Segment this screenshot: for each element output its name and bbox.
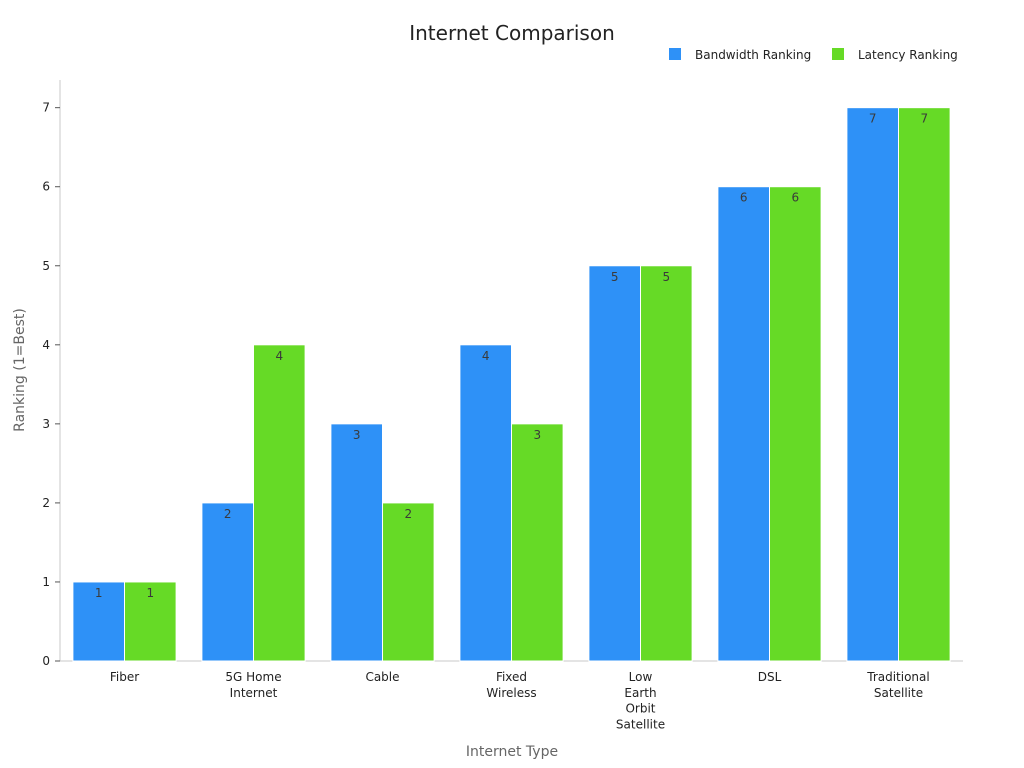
x-tick-label: Traditional Satellite [866,670,929,700]
chart-title: Internet Comparison [409,21,615,45]
y-axis-title: Ranking (1=Best) [12,308,28,432]
bar-value-label: 3 [533,428,541,442]
bar [201,502,254,662]
bar [898,107,951,662]
bar-value-label: 5 [611,270,619,284]
bar [588,265,642,662]
legend-swatch [832,48,844,60]
x-tick-label-line: Orbit [625,702,655,716]
bar-value-label: 5 [662,270,670,284]
x-tick-label-line: Satellite [874,686,923,700]
bar-value-label: 6 [740,191,748,205]
legend-label: Latency Ranking [858,48,958,62]
bar [459,344,512,662]
bar-value-label: 7 [920,112,928,126]
bar [253,344,306,662]
x-tick-label-line: Earth [624,686,656,700]
bar-value-label: 2 [224,507,232,521]
bar-value-label: 4 [275,349,283,363]
x-tick-label-line: Fiber [110,670,139,684]
y-tick-label: 0 [42,654,50,668]
bars [72,107,951,662]
legend: Bandwidth Ranking Latency Ranking [669,48,958,62]
x-tick-labels: Fiber 5G Home Internet Cable Fixed Wireless Lo… [110,670,930,731]
x-axis-title: Internet Type [466,744,558,760]
bar-value-label: 7 [869,112,877,126]
bar [846,107,900,662]
y-tick-label: 7 [42,101,50,115]
x-tick-label-line: Internet [230,686,278,700]
x-tick-label: Fiber [110,670,139,684]
bar [330,423,383,662]
x-tick-label-line: Traditional [866,670,929,684]
y-tick-label: 3 [42,417,50,431]
legend-label: Bandwidth Ranking [695,48,811,62]
bar-value-label: 1 [146,586,154,600]
bar [382,502,435,662]
x-tick-label-line: Cable [365,670,399,684]
x-tick-label: Fixed Wireless [486,670,536,700]
bar-value-label: 3 [353,428,361,442]
y-tick-label: 1 [42,575,50,589]
y-tick-label: 2 [42,496,50,510]
bar [717,186,771,662]
x-tick-label-line: DSL [758,670,782,684]
x-tick-label-line: Fixed [496,670,527,684]
x-tick-label-line: Low [629,670,653,684]
legend-swatch [669,48,681,60]
x-tick-label: Cable [365,670,399,684]
bar-value-label: 6 [791,191,799,205]
x-tick-label-line: Satellite [616,717,665,731]
bar-value-label: 1 [95,586,103,600]
x-tick-label: 5G Home Internet [225,670,281,700]
bar [640,265,693,662]
data-labels: 1 1 2 4 3 2 4 3 5 5 6 6 7 7 [95,112,928,600]
x-tick-label: DSL [758,670,782,684]
y-tick-label: 4 [42,338,50,352]
bar [124,581,177,662]
x-tick-label: Low Earth Orbit Satellite [616,670,665,731]
bar [769,186,822,662]
x-tick-label-line: Wireless [486,686,536,700]
bar [72,581,125,662]
y-tick-label: 6 [42,180,50,194]
bar-value-label: 4 [482,349,490,363]
bar [511,423,564,662]
bar-value-label: 2 [404,507,412,521]
x-tick-label-line: 5G Home [225,670,281,684]
y-tick-label: 5 [42,259,50,273]
